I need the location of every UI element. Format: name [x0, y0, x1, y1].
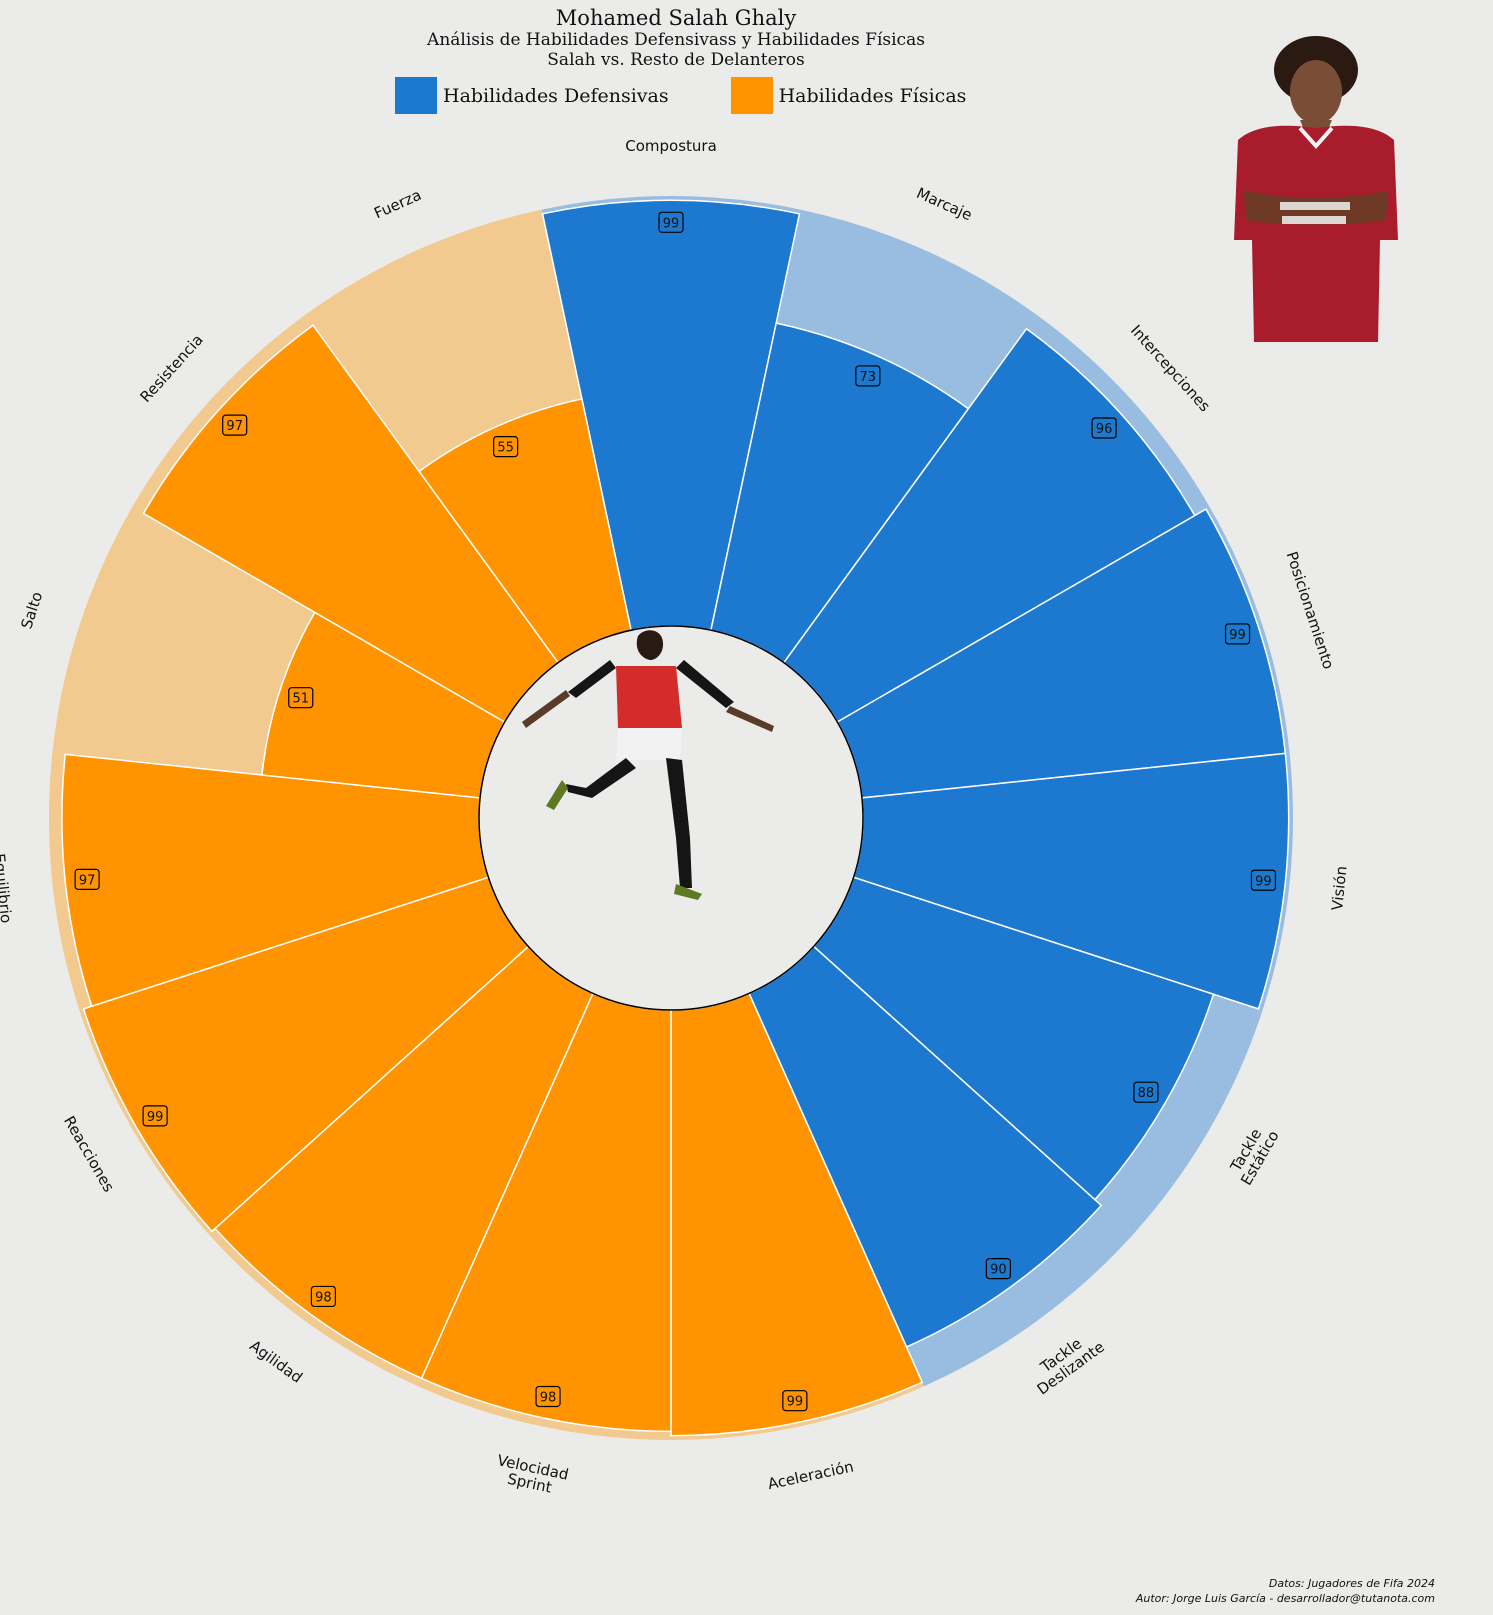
category-label-line: Equilibrio [0, 852, 15, 924]
legend-label-physical: Habilidades Físicas [778, 84, 967, 107]
value-badge-box [658, 211, 684, 233]
category-label: Equilibrio [0, 852, 15, 924]
center-circle [478, 625, 864, 1011]
category-label-line: Posicionamiento [1283, 549, 1338, 671]
chart-subtitle-comparison: Salah vs. Resto de Delanteros [547, 50, 805, 70]
center-player-figure [522, 630, 774, 900]
value-label: 98 [315, 1290, 332, 1305]
value-badge-box [985, 1258, 1011, 1280]
center-area [478, 625, 864, 1011]
value-badge: 51 [288, 687, 314, 709]
category-label: Marcaje [914, 184, 975, 224]
footer-author: Autor: Jorge Luis García - desarrollador… [1135, 1592, 1435, 1605]
value-badge: 73 [855, 365, 881, 387]
value-badge-box [222, 414, 248, 436]
value-badge: 99 [658, 211, 684, 233]
chart-legend: Habilidades Defensivas Habilidades Físic… [395, 77, 1028, 114]
value-badge: 97 [222, 414, 248, 436]
legend-swatch-physical [730, 77, 773, 114]
value-bars [61, 199, 1290, 1437]
legend-label-defensive: Habilidades Defensivas [443, 84, 669, 107]
value-badge: 90 [985, 1258, 1011, 1280]
value-badge-box [142, 1105, 168, 1127]
value-badge-box [1250, 869, 1277, 891]
value-labels: 99 73 96 99 99 88 90 99 98 98 99 97 51 97 55 [74, 211, 1277, 1412]
value-label: 51 [292, 692, 309, 707]
category-label-line: Compostura [625, 137, 717, 155]
value-badge-box [535, 1385, 561, 1408]
chart-footer: Datos: Jugadores de Fifa 2024 Autor: Jor… [1136, 1576, 1435, 1606]
category-label-line: Salto [17, 590, 46, 632]
value-badge-box [1133, 1081, 1159, 1103]
category-label: Reacciones [60, 1113, 118, 1195]
value-badge: 99 [782, 1390, 808, 1412]
category-label-line: Resistencia [136, 331, 206, 406]
player-portrait [1234, 36, 1398, 342]
category-label-line: Reacciones [60, 1113, 118, 1195]
category-label: VelocidadSprint [492, 1451, 570, 1499]
category-label: Intercepciones [1127, 321, 1214, 415]
value-label: 96 [1096, 422, 1113, 437]
chart-title: Mohamed Salah Ghaly [555, 6, 797, 30]
value-label: 99 [147, 1110, 164, 1125]
value-badge-box [493, 436, 519, 458]
value-badge: 55 [493, 436, 519, 458]
value-badge-box [310, 1285, 336, 1308]
value-label: 88 [1138, 1086, 1155, 1101]
legend-item-defensive: Habilidades Defensivas [395, 77, 669, 114]
value-badge: 97 [74, 868, 100, 890]
value-badge: 98 [535, 1385, 561, 1408]
value-label: 99 [1255, 874, 1272, 889]
category-label-line: Fuerza [371, 186, 424, 223]
category-label-line: Visión [1328, 865, 1351, 911]
chart-header: Mohamed Salah Ghaly Análisis de Habilida… [0, 6, 1352, 70]
value-label: 73 [860, 370, 877, 385]
category-label: TackleEstático [1223, 1120, 1282, 1189]
category-label: Aceleración [766, 1457, 855, 1493]
value-badge: 99 [1224, 623, 1251, 645]
value-label: 98 [540, 1390, 557, 1405]
value-badge-box [782, 1390, 808, 1412]
value-badge: 88 [1133, 1081, 1159, 1103]
value-label: 55 [497, 441, 514, 456]
value-badge: 96 [1091, 417, 1117, 439]
value-label: 90 [990, 1263, 1007, 1278]
category-label: Agilidad [246, 1337, 306, 1387]
value-badge-box [855, 365, 881, 387]
value-label: 97 [79, 873, 96, 888]
value-label: 99 [663, 216, 680, 231]
category-label: Compostura [625, 137, 717, 155]
category-label-line: Marcaje [914, 184, 975, 224]
legend-item-physical: Habilidades Físicas [730, 77, 967, 114]
legend-swatch-defensive [395, 77, 437, 114]
value-badge-box [74, 868, 100, 890]
value-label: 97 [226, 419, 243, 434]
category-label-line: Aceleración [766, 1457, 855, 1493]
value-label: 99 [1229, 628, 1246, 643]
value-badge: 98 [310, 1285, 336, 1308]
value-badge: 99 [1250, 869, 1277, 891]
category-label: Posicionamiento [1283, 549, 1338, 671]
chart-subtitle: Análisis de Habilidades Defensivass y Ha… [427, 30, 925, 50]
value-badge-box [1091, 417, 1117, 439]
footer-source: Datos: Jugadores de Fifa 2024 [1268, 1577, 1435, 1590]
value-label: 99 [787, 1395, 804, 1410]
category-label: Fuerza [371, 186, 424, 223]
category-label-line: Intercepciones [1127, 321, 1214, 415]
category-label-line: Agilidad [246, 1337, 306, 1387]
value-badge-box [1224, 623, 1251, 645]
category-label: Salto [17, 590, 46, 632]
value-badge-box [288, 687, 314, 709]
value-badge: 99 [142, 1105, 168, 1127]
category-label: Resistencia [136, 331, 206, 406]
category-label: TackleDeslizante [1024, 1325, 1108, 1399]
category-label: Visión [1328, 865, 1351, 911]
